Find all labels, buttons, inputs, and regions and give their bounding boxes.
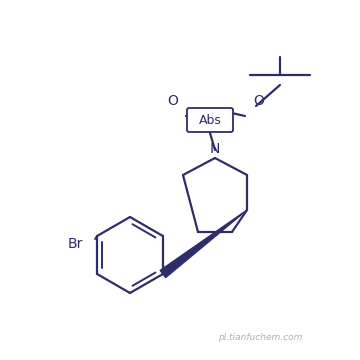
Text: Br: Br bbox=[68, 237, 83, 251]
Text: O: O bbox=[253, 94, 264, 108]
Polygon shape bbox=[160, 210, 247, 278]
FancyBboxPatch shape bbox=[187, 108, 233, 132]
Text: Abs: Abs bbox=[199, 113, 221, 126]
Text: N: N bbox=[210, 142, 220, 156]
Text: pl.tianfuchem.com: pl.tianfuchem.com bbox=[218, 333, 302, 342]
Text: O: O bbox=[167, 94, 178, 108]
